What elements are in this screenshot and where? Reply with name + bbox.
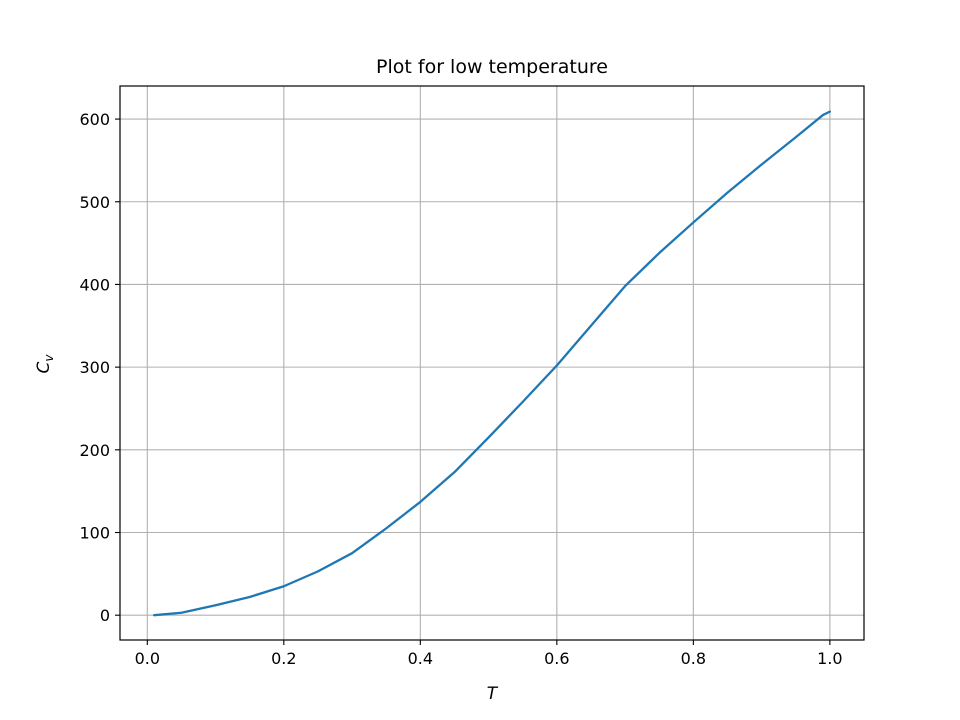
y-axis-label-sub: v — [42, 354, 56, 362]
y-tick-label: 0 — [100, 606, 110, 625]
plot-area — [152, 110, 832, 617]
x-tick-label: 0.2 — [271, 649, 296, 668]
y-axis-label: Cv — [34, 354, 56, 374]
y-tick-label: 300 — [79, 358, 110, 377]
x-tick-label: 0.8 — [681, 649, 706, 668]
x-tick-label: 0.6 — [544, 649, 569, 668]
x-tick-label: 0.4 — [408, 649, 433, 668]
y-tick-label: 100 — [79, 524, 110, 543]
y-axis-label-main: C — [34, 361, 54, 373]
x-axis: 0.0 0.2 0.4 0.6 0.8 1.0 — [135, 640, 843, 668]
x-tick-label: 1.0 — [817, 649, 842, 668]
y-tick-label: 500 — [79, 193, 110, 212]
x-tick-label: 0.0 — [135, 649, 160, 668]
y-tick-label: 400 — [79, 275, 110, 294]
grid — [120, 86, 864, 640]
x-axis-label: T — [487, 684, 499, 704]
y-tick-label: 200 — [79, 441, 110, 460]
chart-title: Plot for low temperature — [376, 56, 608, 78]
plot-frame — [119, 85, 865, 641]
series-line — [152, 110, 832, 617]
y-axis: 0 100 200 300 400 500 600 — [79, 110, 120, 625]
y-tick-label: 600 — [79, 110, 110, 129]
